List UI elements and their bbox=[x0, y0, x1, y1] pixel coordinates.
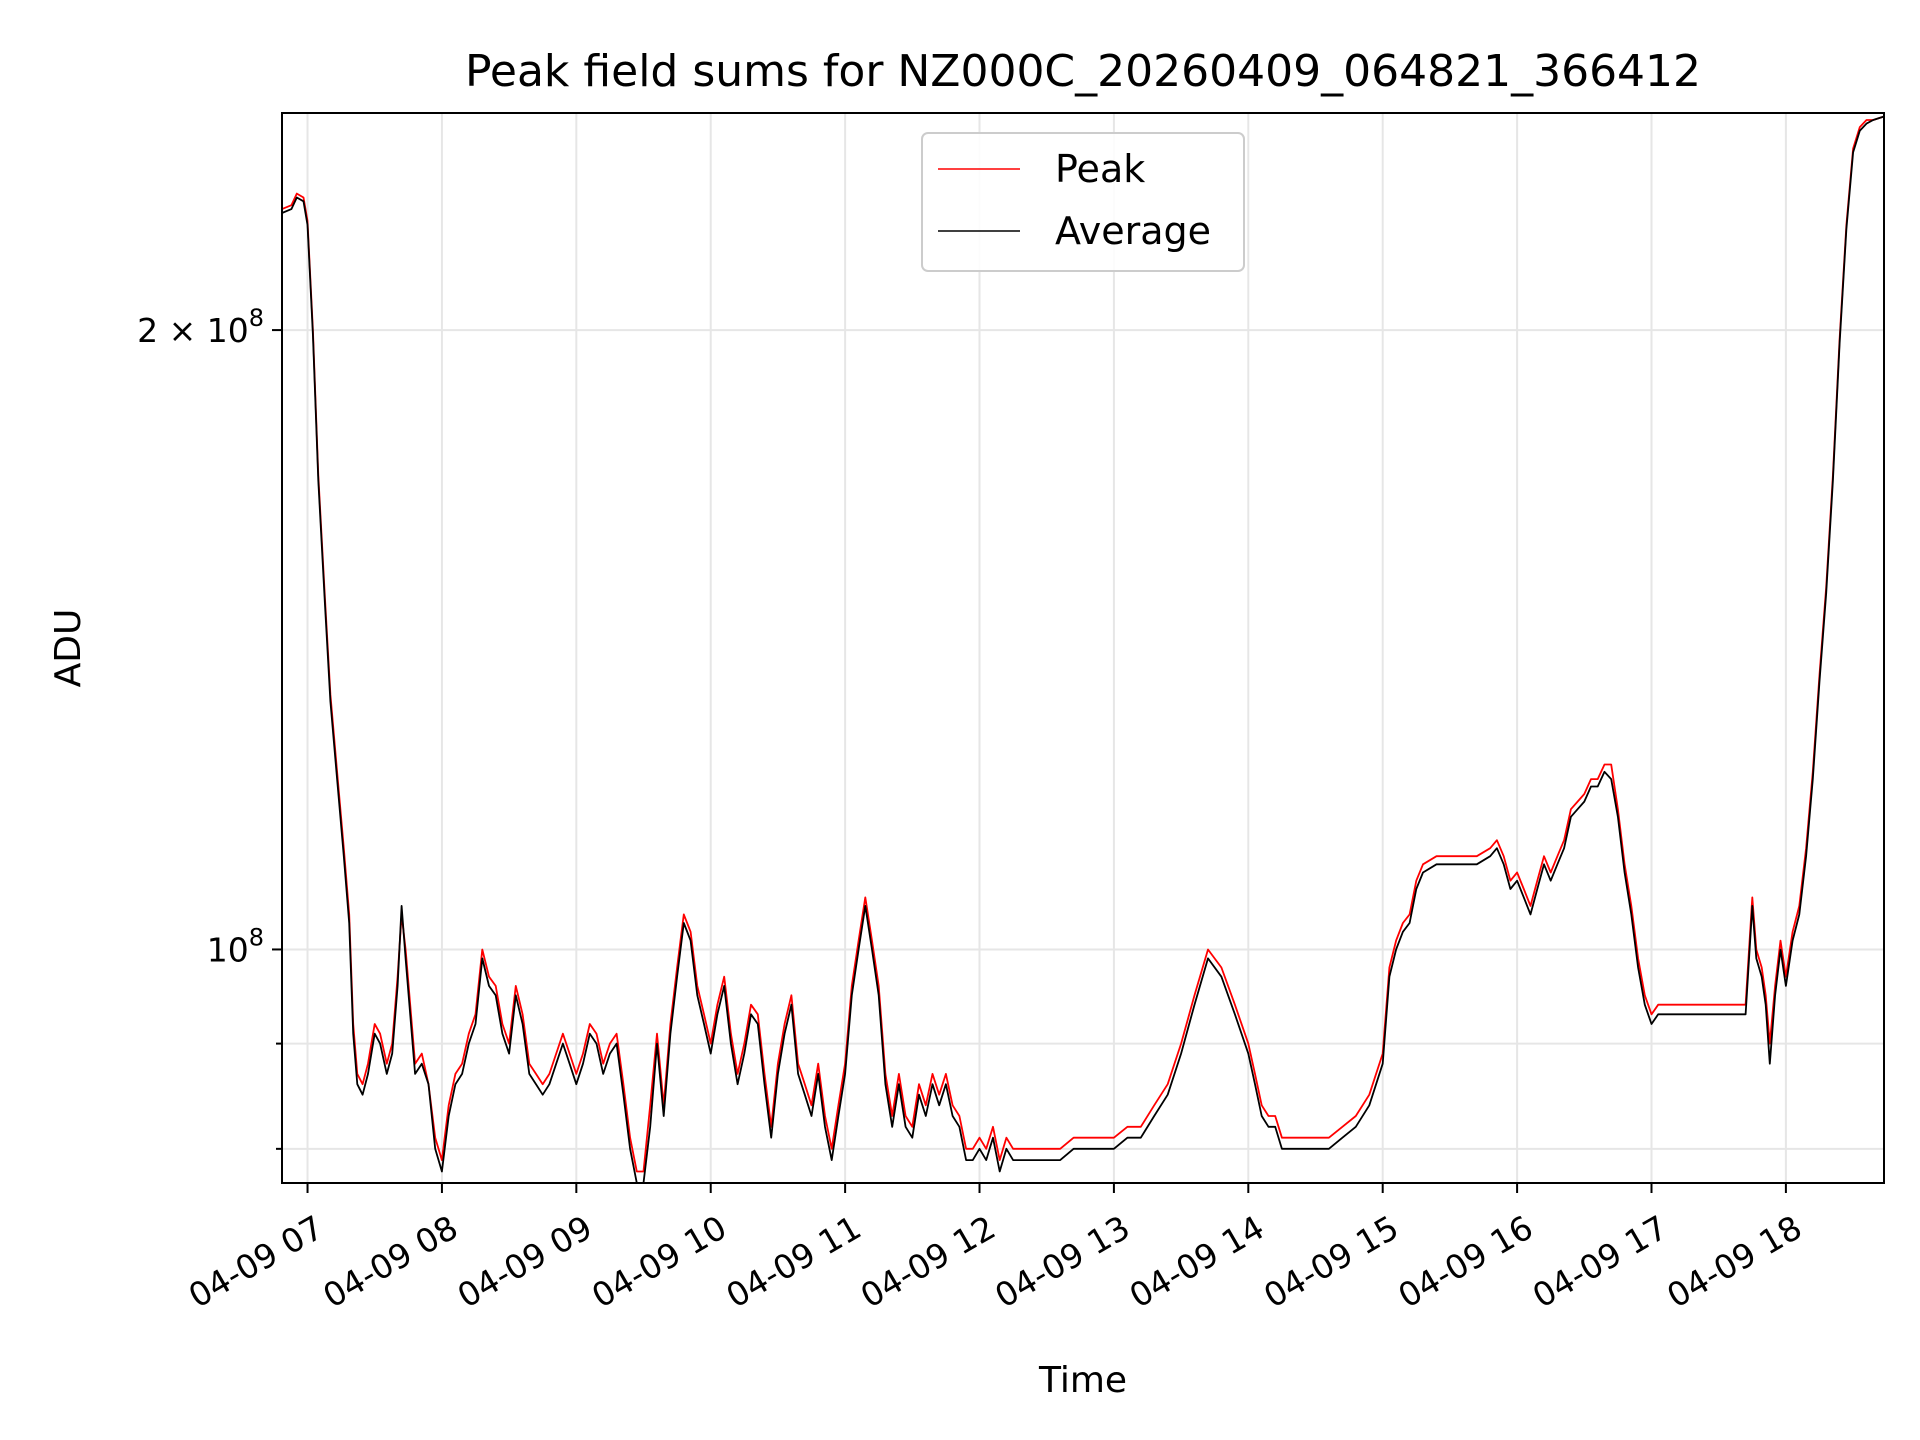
y-tick-label: 108 bbox=[207, 923, 264, 969]
y-tick-label: 2 × 108 bbox=[137, 304, 264, 350]
y-axis: 108 2 × 108 bbox=[137, 304, 282, 1150]
plot-area bbox=[281, 115, 1885, 1184]
series-line-peak bbox=[281, 115, 1885, 1173]
series-line-average bbox=[281, 115, 1885, 1184]
legend-box bbox=[921, 132, 1245, 272]
legend-label-average: Average bbox=[1055, 209, 1211, 253]
grid bbox=[282, 113, 1884, 1183]
chart-title: Peak field sums for NZ000C_20260409_0648… bbox=[465, 46, 1701, 97]
x-axis-label: Time bbox=[1038, 1360, 1127, 1401]
y-axis-label: ADU bbox=[48, 609, 89, 688]
legend: Peak Average bbox=[921, 132, 1245, 272]
legend-label-peak: Peak bbox=[1055, 147, 1145, 191]
axes-frame bbox=[281, 112, 1885, 1184]
